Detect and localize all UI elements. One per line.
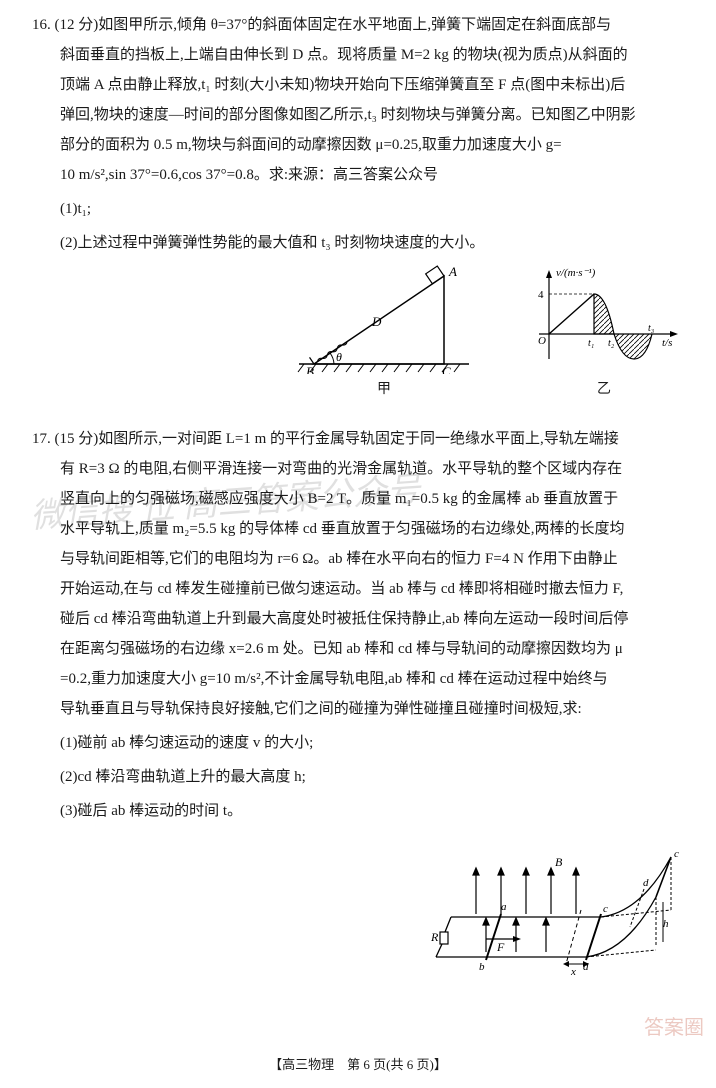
- p16-line-0: 斜面垂直的挡板上,上端自由伸长到 D 点。现将质量 M=2 kg 的物块(视为质…: [32, 40, 684, 70]
- p17-line-4: 开始运动,在与 cd 棒发生碰撞前已做匀速运动。当 ab 棒与 cd 棒即将相碰…: [32, 574, 684, 604]
- p16-header: 16. (12 分)如图甲所示,倾角 θ=37°的斜面体固定在水平地面上,弹簧下…: [32, 10, 684, 40]
- p16-line-1: 顶端 A 点由静止释放,t₁ 时刻(大小未知)物块开始向下压缩弹簧直至 F 点(…: [32, 70, 684, 100]
- fig-d2: d: [643, 877, 649, 889]
- p16-figB-label: 乙: [597, 376, 611, 404]
- fig-x: x: [570, 966, 576, 977]
- fig-b1: b: [479, 961, 485, 973]
- p17-line-3: 与导轨间距相等,它们的电阻均为 r=6 Ω。ab 棒在水平向右的恒力 F=4 N…: [32, 544, 684, 574]
- vt-graph-svg: v/(m·s⁻¹) 4 O t₁ t₂ t₃ t/s: [524, 264, 684, 374]
- p17-header: 17. (15 分)如图所示,一对间距 L=1 m 的平行金属导轨固定于同一绝缘…: [32, 424, 684, 454]
- label-D: D: [371, 314, 382, 329]
- p16-line-4: 10 m/s²,sin 37°=0.6,cos 37°=0.8。求:来源：高三答…: [32, 160, 684, 190]
- watermark-corner: 答案圈: [644, 1008, 704, 1048]
- p16-line-2: 弹回,物块的速度—时间的部分图像如图乙所示,t₃ 时刻物块与弹簧分离。已知图乙中…: [32, 100, 684, 130]
- p17-sub2: (2)cd 棒沿弯曲轨道上升的最大高度 h;: [32, 762, 684, 792]
- p16-figure-b: v/(m·s⁻¹) 4 O t₁ t₂ t₃ t/s 乙: [524, 264, 684, 404]
- vt-t2: t₂: [608, 338, 615, 349]
- p17-line-5: 碰后 cd 棒沿弯曲轨道上升到最大高度处时被抵住保持静止,ab 棒向左运动一段时…: [32, 604, 684, 634]
- label-C: C: [442, 364, 451, 374]
- incline-diagram-svg: A B C D θ: [294, 264, 474, 374]
- p17-sub1: (1)碰前 ab 棒匀速运动的速度 v 的大小;: [32, 728, 684, 758]
- fig-c2: c: [674, 848, 679, 860]
- vt-t3: t₃: [648, 323, 655, 334]
- p17-line-1: 竖直向上的匀强磁场,磁感应强度大小 B=2 T。质量 m₁=0.5 kg 的金属…: [32, 484, 684, 514]
- label-A: A: [448, 264, 457, 279]
- p16-figures: A B C D θ 甲: [32, 264, 684, 404]
- fig-c1: c: [603, 903, 608, 915]
- p17-line-7: =0.2,重力加速度大小 g=10 m/s²,不计金属导轨电阻,ab 棒和 cd…: [32, 664, 684, 694]
- fig-a: a: [501, 901, 507, 913]
- fig-h: h: [663, 918, 669, 930]
- p16-sub2: (2)上述过程中弹簧弹性势能的最大值和 t₃ 时刻物块速度的大小。: [32, 228, 684, 258]
- problem-17: 17. (15 分)如图所示,一对间距 L=1 m 的平行金属导轨固定于同一绝缘…: [32, 424, 684, 826]
- p16-line-3: 部分的面积为 0.5 m,物块与斜面间的动摩擦因数 μ=0.25,取重力加速度大…: [32, 130, 684, 160]
- vt-t1: t₁: [588, 338, 594, 349]
- fig-B: B: [555, 855, 563, 869]
- p17-line-8: 导轨垂直且与导轨保持良好接触,它们之间的碰撞为弹性碰撞且碰撞时间极短,求:: [32, 694, 684, 724]
- p17-figure: R F B a b c d c d h x: [431, 842, 686, 988]
- p17-line-2: 水平导轨上,质量 m₂=5.5 kg 的导体棒 cd 垂直放置于匀强磁场的右边缘…: [32, 514, 684, 544]
- page-footer: 【高三物理 第 6 页(共 6 页)】: [0, 1052, 716, 1078]
- p16-figA-label: 甲: [377, 376, 391, 404]
- p17-sub3: (3)碰后 ab 棒运动的时间 t。: [32, 796, 684, 826]
- label-B: B: [306, 364, 314, 374]
- vt-ylabel: v/(m·s⁻¹): [556, 267, 596, 279]
- p17-line-0: 有 R=3 Ω 的电阻,右侧平滑连接一对弯曲的光滑金属轨道。水平导轨的整个区域内…: [32, 454, 684, 484]
- fig-F: F: [496, 940, 505, 954]
- vt-O: O: [538, 335, 546, 347]
- vt-ymax: 4: [538, 289, 544, 301]
- fig-d1: d: [583, 961, 589, 973]
- p16-sub1: (1)t₁;: [32, 194, 684, 224]
- problem-16: 16. (12 分)如图甲所示,倾角 θ=37°的斜面体固定在水平地面上,弹簧下…: [32, 10, 684, 404]
- fig-R: R: [431, 930, 439, 944]
- p16-figure-a: A B C D θ 甲: [294, 264, 474, 404]
- vt-xlabel: t/s: [662, 337, 672, 349]
- rails-diagram-svg: R F B a b c d c d h x: [431, 842, 686, 977]
- p17-line-6: 在距离匀强磁场的右边缘 x=2.6 m 处。已知 ab 棒和 cd 棒与导轨间的…: [32, 634, 684, 664]
- label-theta: θ: [336, 350, 342, 364]
